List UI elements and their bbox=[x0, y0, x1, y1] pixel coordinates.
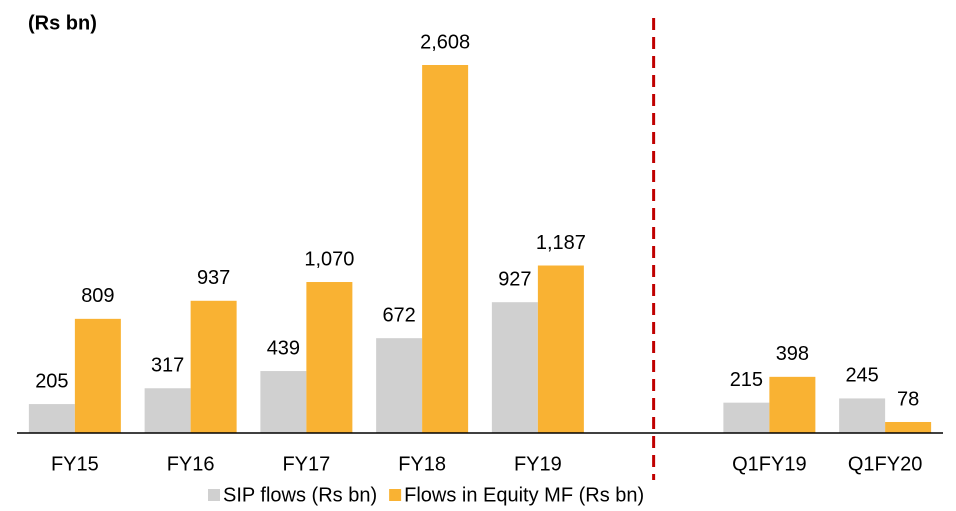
bar bbox=[723, 402, 770, 433]
legend-swatch bbox=[208, 489, 220, 501]
data-label: 245 bbox=[845, 365, 878, 387]
bar bbox=[28, 404, 75, 433]
bar bbox=[885, 421, 932, 433]
x-tick-label: FY18 bbox=[398, 453, 446, 475]
data-label: 672 bbox=[382, 304, 415, 326]
bar bbox=[376, 338, 423, 433]
data-label: 927 bbox=[498, 268, 531, 290]
x-tick-label: FY17 bbox=[282, 453, 330, 475]
data-label: 215 bbox=[730, 369, 763, 391]
data-label: 937 bbox=[197, 267, 230, 289]
data-label: 1,187 bbox=[536, 232, 586, 254]
bar bbox=[839, 398, 886, 433]
legend-swatch bbox=[389, 489, 402, 501]
x-tick-label: FY15 bbox=[51, 453, 99, 475]
bar bbox=[769, 376, 816, 433]
data-label: 439 bbox=[267, 337, 300, 359]
bar bbox=[260, 371, 307, 433]
data-label: 78 bbox=[897, 388, 919, 410]
chart-title: (Rs bn) bbox=[28, 12, 97, 34]
bar bbox=[144, 388, 191, 433]
bar bbox=[537, 265, 584, 433]
data-label: 205 bbox=[35, 370, 68, 392]
x-tick-label: FY16 bbox=[167, 453, 215, 475]
data-label: 1,070 bbox=[304, 248, 354, 270]
x-tick-label: Q1FY19 bbox=[732, 453, 806, 475]
data-label: 2,608 bbox=[420, 31, 470, 53]
bar bbox=[422, 65, 469, 433]
legend-label: Flows in Equity MF (Rs bn) bbox=[404, 484, 644, 506]
bar bbox=[74, 318, 121, 433]
bar bbox=[190, 300, 237, 433]
data-label: 809 bbox=[81, 285, 114, 307]
data-label: 398 bbox=[776, 343, 809, 365]
data-label: 317 bbox=[151, 355, 184, 377]
legend-label: SIP flows (Rs bn) bbox=[223, 484, 377, 506]
bar bbox=[306, 282, 353, 433]
bar bbox=[491, 302, 538, 433]
x-tick-label: Q1FY20 bbox=[848, 453, 922, 475]
x-tick-label: FY19 bbox=[514, 453, 562, 475]
